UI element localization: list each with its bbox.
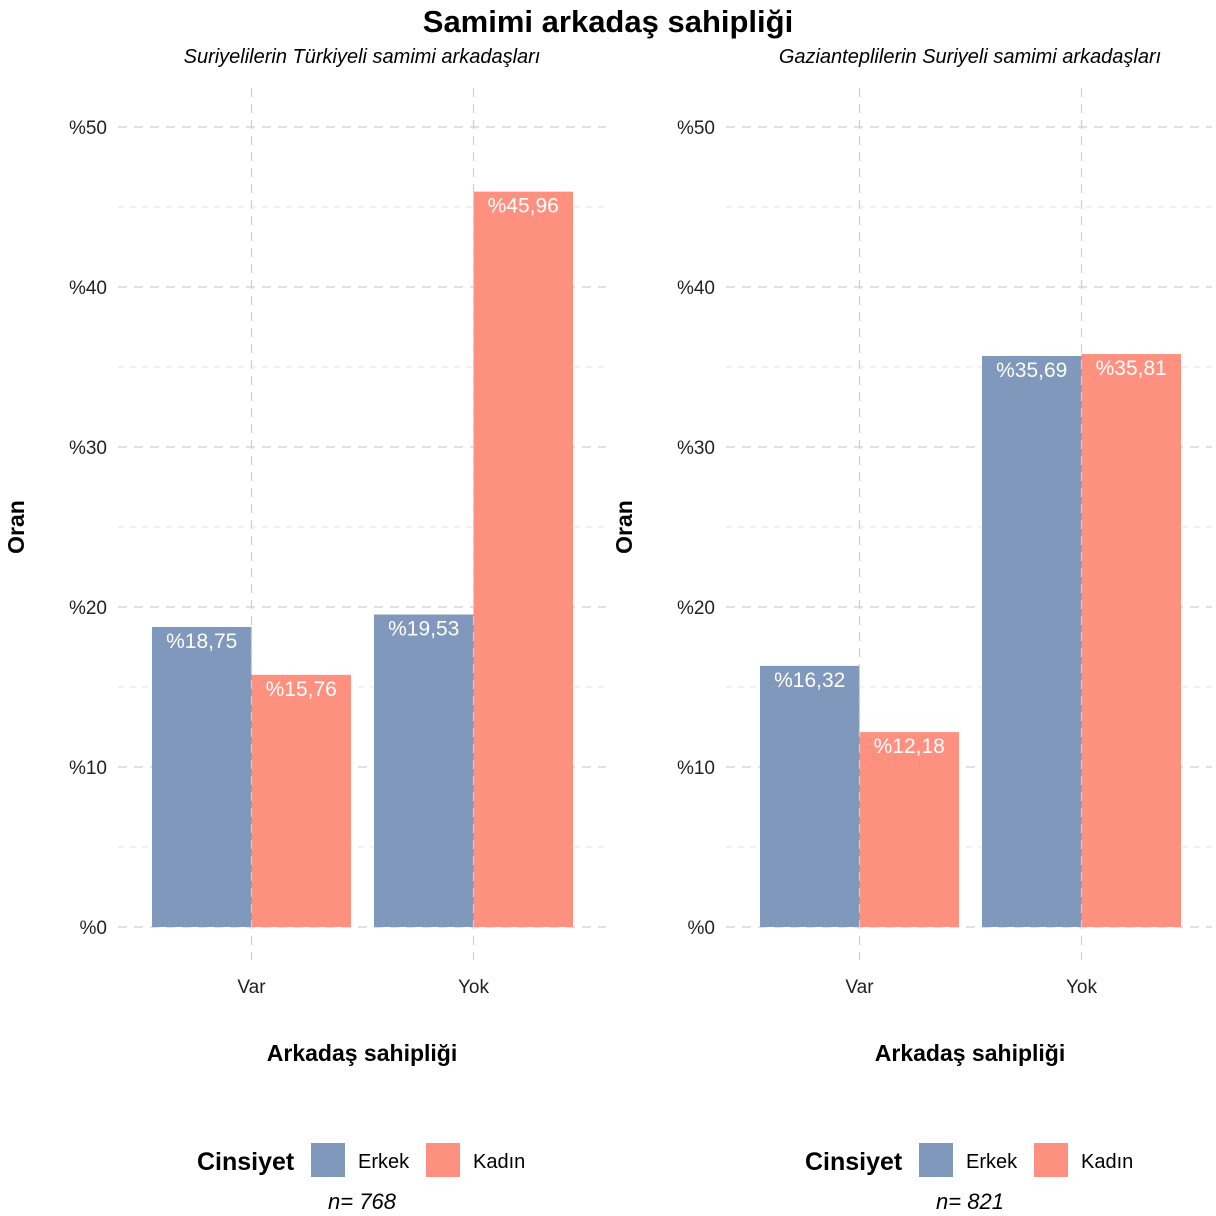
panel-1-y-tick-label: %50 [69, 118, 107, 139]
panel-1-bar-var-kadin [251, 674, 351, 927]
panel-2-x-tick-label: Yok [1066, 977, 1097, 998]
panel-2-subtitle: Gazianteplilerin Suriyeli samimi arkadaş… [779, 46, 1161, 68]
panel-1-legend-label: Erkek [358, 1151, 410, 1173]
panel-1-bar-label: %15,76 [266, 678, 337, 701]
panel-1-legend-title: Cinsiyet [197, 1148, 295, 1176]
panel-2-x-axis-title: Arkadaş sahipliği [875, 1040, 1065, 1066]
panel-1-y-tick-label: %0 [80, 918, 107, 939]
panel-1-bar-yok-kadin [473, 191, 573, 927]
panel-2-bar-label: %12,18 [874, 735, 945, 758]
panel-2-y-tick-label: %0 [688, 918, 715, 939]
panel-1-x-axis-title: Arkadaş sahipliği [267, 1040, 457, 1066]
panel-1-bar-yok-erkek [374, 614, 474, 927]
panel-1-y-tick-label: %10 [69, 758, 107, 779]
panel-1-bar-var-erkek [152, 627, 252, 927]
panel-2-x-tick-label: Var [845, 977, 874, 998]
panel-2-y-tick-label: %20 [677, 598, 715, 619]
panel-1-y-axis-title: Oran [3, 500, 29, 554]
panel-2-legend-title: Cinsiyet [805, 1148, 903, 1176]
panel-2-y-tick-label: %50 [677, 118, 715, 139]
panel-2-y-tick-label: %10 [677, 758, 715, 779]
panel-1-y-tick-label: %30 [69, 438, 107, 459]
panel-2-legend-label: Kadın [1081, 1151, 1133, 1173]
panel-1-y-tick-label: %40 [69, 278, 107, 299]
panel-2-bar-var-erkek [760, 665, 860, 927]
panel-1-legend-key-kadin [426, 1143, 460, 1177]
panel-1-y-tick-label: %20 [69, 598, 107, 619]
panel-2-bar-label: %16,32 [774, 669, 845, 692]
panel-1-bar-label: %19,53 [388, 618, 459, 641]
panel-2-legend-key-kadin [1034, 1143, 1068, 1177]
panel-1-x-tick-label: Var [237, 977, 266, 998]
panel-2-y-tick-label: %30 [677, 438, 715, 459]
panel-2-legend-key-erkek [919, 1143, 953, 1177]
chart-title: Samimi arkadaş sahipliği [422, 4, 794, 39]
panel-2-bar-label: %35,81 [1096, 357, 1167, 380]
panel-1-sample-size-note: n= 768 [328, 1189, 397, 1214]
panel-1-subtitle: Suriyelilerin Türkiyeli samimi arkadaşla… [184, 46, 541, 68]
panel-2-y-tick-label: %40 [677, 278, 715, 299]
panel-1-x-tick-label: Yok [458, 977, 489, 998]
panel-1-bar-label: %45,96 [488, 195, 559, 218]
panel-1-legend-key-erkek [311, 1143, 345, 1177]
panel-2-legend-label: Erkek [966, 1151, 1018, 1173]
panel-2-sample-size-note: n= 821 [936, 1189, 1004, 1214]
panel-2-y-axis-title: Oran [611, 500, 637, 554]
panel-2-bar-label: %35,69 [996, 359, 1067, 382]
panel-1-legend-label: Kadın [473, 1151, 525, 1173]
panel-1-bar-label: %18,75 [166, 630, 237, 653]
panel-2-bar-yok-kadin [1081, 354, 1181, 927]
panel-2-bar-var-kadin [859, 732, 959, 927]
panel-2-bar-yok-erkek [982, 355, 1082, 928]
